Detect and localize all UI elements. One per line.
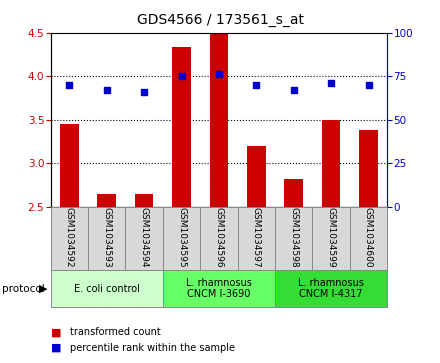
Text: GSM1034599: GSM1034599 bbox=[326, 207, 336, 268]
Bar bbox=[135, 194, 154, 207]
Text: ■: ■ bbox=[51, 327, 61, 337]
Text: GSM1034595: GSM1034595 bbox=[177, 207, 186, 268]
Text: ■: ■ bbox=[51, 343, 61, 353]
Text: GSM1034593: GSM1034593 bbox=[102, 207, 111, 268]
Text: ▶: ▶ bbox=[39, 284, 47, 294]
Text: GSM1034594: GSM1034594 bbox=[139, 207, 149, 268]
Bar bbox=[275, 207, 312, 270]
Point bbox=[103, 87, 110, 93]
Text: L. rhamnosus
CNCM I-3690: L. rhamnosus CNCM I-3690 bbox=[186, 278, 252, 299]
Point bbox=[253, 82, 260, 88]
Point bbox=[66, 82, 73, 88]
Text: E. coli control: E. coli control bbox=[74, 284, 139, 294]
Point bbox=[365, 82, 372, 88]
Text: GSM1034596: GSM1034596 bbox=[214, 207, 224, 268]
Text: percentile rank within the sample: percentile rank within the sample bbox=[70, 343, 235, 353]
Bar bbox=[88, 207, 125, 270]
Point bbox=[141, 89, 148, 95]
Bar bbox=[209, 33, 228, 207]
Bar bbox=[200, 207, 238, 270]
Bar bbox=[51, 207, 88, 270]
Bar bbox=[247, 146, 266, 207]
Bar bbox=[163, 207, 200, 270]
Bar bbox=[97, 194, 116, 207]
Bar bbox=[275, 270, 387, 307]
Text: transformed count: transformed count bbox=[70, 327, 161, 337]
Point bbox=[327, 80, 335, 86]
Bar bbox=[125, 207, 163, 270]
Point bbox=[178, 73, 185, 79]
Bar bbox=[312, 207, 350, 270]
Text: GDS4566 / 173561_s_at: GDS4566 / 173561_s_at bbox=[136, 13, 304, 27]
Bar bbox=[359, 130, 378, 207]
Bar bbox=[51, 270, 163, 307]
Text: L. rhamnosus
CNCM I-4317: L. rhamnosus CNCM I-4317 bbox=[298, 278, 364, 299]
Text: protocol: protocol bbox=[2, 284, 45, 294]
Text: GSM1034598: GSM1034598 bbox=[289, 207, 298, 268]
Bar bbox=[350, 207, 387, 270]
Bar bbox=[163, 270, 275, 307]
Text: GSM1034597: GSM1034597 bbox=[252, 207, 261, 268]
Point bbox=[216, 72, 223, 77]
Text: GSM1034600: GSM1034600 bbox=[364, 207, 373, 268]
Text: GSM1034592: GSM1034592 bbox=[65, 207, 74, 268]
Point bbox=[290, 87, 297, 93]
Bar bbox=[60, 124, 79, 207]
Bar bbox=[322, 120, 341, 207]
Bar bbox=[238, 207, 275, 270]
Bar bbox=[284, 179, 303, 207]
Bar bbox=[172, 48, 191, 207]
